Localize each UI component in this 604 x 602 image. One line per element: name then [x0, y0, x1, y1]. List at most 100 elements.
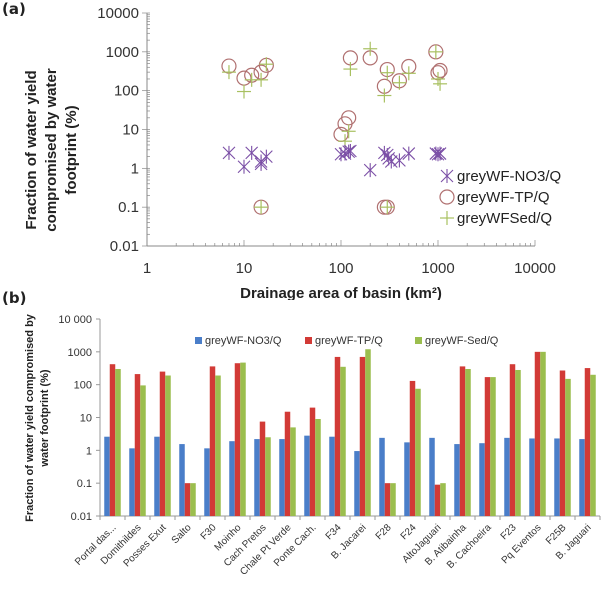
data-point — [259, 149, 273, 164]
x-tick-label: F34 — [324, 522, 344, 542]
legend-label: greyWF-NO3/Q — [205, 335, 282, 347]
bar-greywf-tp-q — [559, 370, 566, 516]
bar-greywf-sed-q — [240, 362, 246, 516]
data-point — [380, 65, 395, 80]
y-axis-title: Fraction of water yield compromised by wa… — [23, 68, 80, 232]
bar-greywf-sed-q — [490, 377, 496, 516]
bar-greywf-tp-q — [409, 380, 416, 516]
y-tick-label: 10000 — [97, 5, 139, 22]
data-point — [433, 76, 448, 91]
data-point — [363, 41, 378, 56]
x-tick-label: 1000 — [421, 260, 454, 277]
data-point — [393, 153, 406, 168]
y-axis-title-line: footprint (%) — [63, 105, 80, 194]
bar-greywf-sed-q — [165, 375, 171, 516]
y-tick-label: 0.01 — [110, 238, 139, 255]
bar-greywf-sed-q — [365, 349, 371, 516]
y-axis-title-line: Fraction of water yield — [23, 70, 40, 229]
bar-greywf-sed-q — [215, 375, 221, 516]
bar-greywf-tp-q — [459, 366, 466, 516]
bar-greywf-no3-q — [304, 435, 310, 516]
bar-greywf-tp-q — [584, 368, 591, 516]
data-point — [384, 154, 398, 169]
legend-label: greyWFSed/Q — [457, 210, 552, 227]
bar-greywf-no3-q — [179, 444, 185, 516]
data-point — [237, 159, 251, 174]
bar-greywf-no3-q — [479, 443, 485, 516]
bar-greywf-sed-q — [515, 369, 521, 516]
x-tick-label: 10 — [236, 260, 253, 277]
bar-greywf-tp-q — [134, 374, 141, 516]
data-point — [380, 200, 395, 215]
bar-greywf-tp-q — [259, 421, 266, 516]
bar-greywf-no3-q — [554, 438, 560, 516]
bar-greywf-sed-q — [115, 369, 121, 516]
x-tick-label: 10000 — [514, 260, 556, 277]
series-plus — [221, 41, 448, 215]
bar-greywf-tp-q — [359, 356, 366, 516]
y-tick-label: 10 — [122, 122, 139, 139]
x-tick-label: B. Cachoeira — [445, 522, 494, 571]
bar-greywf-no3-q — [104, 436, 110, 516]
bar-greywf-tp-q — [184, 483, 191, 516]
x-tick-label: 1 — [143, 260, 151, 277]
data-point — [344, 143, 357, 158]
bar-greywf-tp-q — [484, 377, 491, 516]
bar-greywf-no3-q — [229, 441, 235, 516]
y-tick-label: 0.1 — [77, 478, 92, 490]
bar-greywf-sed-q — [390, 483, 396, 516]
bar-greywf-sed-q — [415, 388, 421, 516]
data-point — [402, 146, 416, 161]
data-point — [221, 65, 236, 80]
legend-marker-plus — [440, 211, 454, 225]
legend-marker-circle — [439, 189, 455, 205]
bar-greywf-sed-q — [590, 374, 596, 516]
x-axis-title: Drainage area of basin (km²) — [240, 285, 442, 300]
legend-label: greyWF-TP/Q — [457, 189, 550, 206]
series-circle — [221, 44, 448, 215]
bar-greywf-sed-q — [265, 437, 271, 516]
bar-greywf-no3-q — [379, 437, 385, 516]
data-point — [254, 72, 269, 87]
series-asterisk — [222, 143, 447, 178]
bar-greywf-sed-q — [315, 419, 321, 516]
bar-greywf-no3-q — [429, 437, 435, 516]
panel-b-label: (b) — [2, 289, 27, 307]
bar-greywf-sed-q — [190, 483, 196, 516]
bar-greywf-tp-q — [509, 364, 516, 516]
y-tick-label: 0.1 — [118, 199, 139, 216]
x-tick-label: F24 — [399, 522, 419, 542]
bar-greywf-no3-q — [454, 444, 460, 516]
bar-greywf-sed-q — [440, 483, 446, 516]
legend-swatch — [415, 337, 422, 344]
data-point — [377, 88, 392, 103]
x-tick-label: F30 — [199, 522, 219, 542]
data-point — [245, 145, 259, 160]
bar-greywf-sed-q — [340, 366, 346, 516]
y-tick-label: 1 — [131, 160, 139, 177]
panel-a-label: (a) — [2, 0, 26, 18]
y-axis-title-line: compromised by water — [43, 68, 60, 232]
y-axis-title: Fraction of water yield compromised by wa… — [24, 313, 51, 522]
data-point — [428, 44, 443, 59]
y-axis-title-line: Fraction of water yield compromised by — [24, 313, 36, 522]
bar-greywf-no3-q — [404, 442, 410, 516]
bar-greywf-tp-q — [309, 407, 316, 516]
x-tick-label: 100 — [328, 260, 353, 277]
bar-greywf-tp-q — [209, 366, 216, 516]
bar-greywf-no3-q — [529, 438, 535, 516]
bar-greywf-no3-q — [354, 451, 360, 516]
y-tick-label: 10 — [80, 413, 92, 425]
bar-greywf-no3-q — [254, 439, 260, 516]
y-tick-label: 10 000 — [58, 314, 92, 326]
bar-greywf-tp-q — [334, 356, 341, 516]
bar-greywf-no3-q — [204, 448, 210, 516]
data-point — [392, 75, 407, 90]
bar-greywf-tp-q — [534, 351, 541, 516]
scatter-chart: 0.01 0.1 1 10 100 1000 10000 1 10 100 1000 10000 Dra… — [23, 5, 561, 300]
bar-greywf-sed-q — [540, 351, 546, 516]
bar-greywf-tp-q — [159, 371, 166, 516]
bar-chart: 0.01 0.1 1 10 100 1000 10 000 Fraction of water… — [24, 313, 601, 578]
data-point — [431, 147, 445, 162]
y-tick-label: 1000 — [68, 347, 92, 359]
